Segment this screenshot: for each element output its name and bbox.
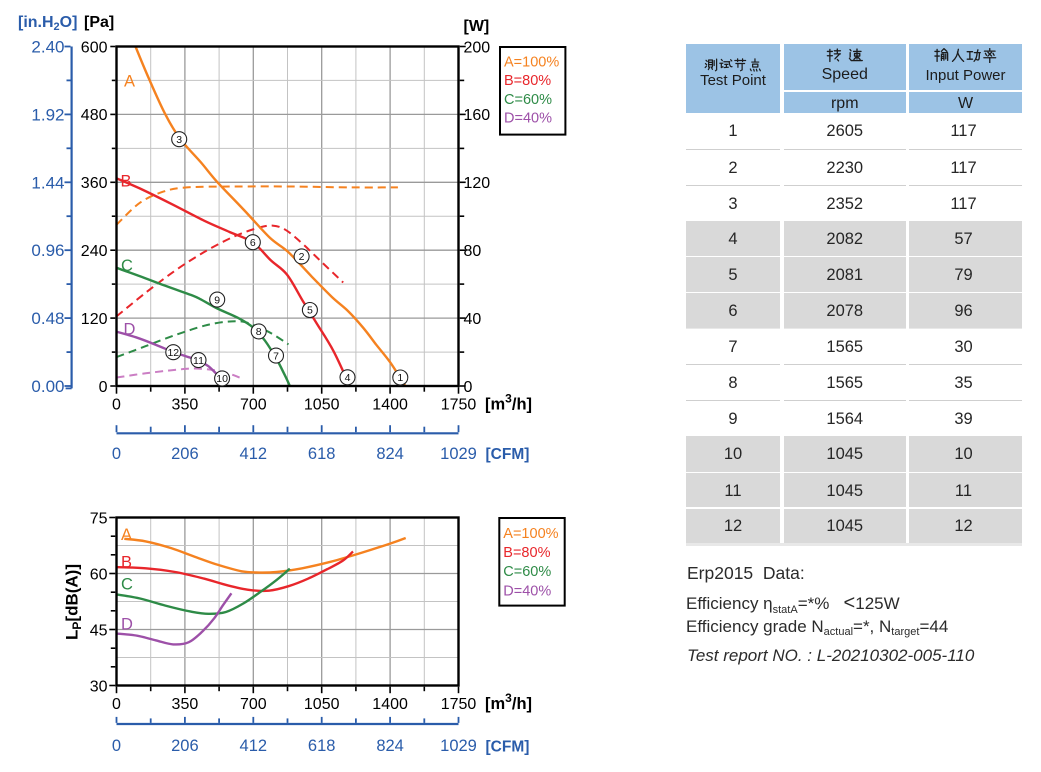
svg-text:0: 0 <box>464 379 473 396</box>
svg-text:60: 60 <box>90 566 108 583</box>
svg-text:1050: 1050 <box>304 396 340 413</box>
svg-text:350: 350 <box>172 396 199 413</box>
svg-text:1750: 1750 <box>441 396 477 413</box>
svg-text:360: 360 <box>81 175 108 192</box>
svg-text:C: C <box>121 257 133 275</box>
svg-text:[CFM]: [CFM] <box>486 739 530 756</box>
svg-text:D: D <box>121 616 133 634</box>
svg-text:240: 240 <box>81 243 108 260</box>
svg-text:40: 40 <box>464 311 482 328</box>
svg-text:6: 6 <box>250 237 256 249</box>
svg-text:0.96: 0.96 <box>31 241 64 260</box>
svg-text:A: A <box>124 73 135 91</box>
svg-text:700: 700 <box>240 696 267 713</box>
svg-text:5: 5 <box>307 305 313 317</box>
svg-text:2.40: 2.40 <box>31 38 64 57</box>
svg-text:1.44: 1.44 <box>31 173 64 192</box>
svg-text:9: 9 <box>214 294 220 306</box>
svg-text:1400: 1400 <box>372 396 408 413</box>
svg-text:[CFM]: [CFM] <box>486 446 530 463</box>
svg-text:A=100%: A=100% <box>504 55 559 71</box>
svg-text:[W]: [W] <box>464 18 490 35</box>
svg-text:2: 2 <box>299 251 305 263</box>
svg-text:[in.H2O]: [in.H2O] <box>18 14 77 33</box>
svg-text:C: C <box>121 576 133 594</box>
svg-text:A: A <box>121 526 132 544</box>
svg-text:1: 1 <box>397 372 403 384</box>
svg-text:B=80%: B=80% <box>504 73 551 89</box>
svg-text:120: 120 <box>464 175 491 192</box>
svg-text:480: 480 <box>81 107 108 124</box>
svg-text:824: 824 <box>376 445 404 463</box>
svg-text:30: 30 <box>90 678 108 695</box>
svg-text:1050: 1050 <box>304 696 340 713</box>
svg-text:120: 120 <box>81 311 108 328</box>
svg-text:11: 11 <box>193 355 204 367</box>
svg-text:1750: 1750 <box>441 696 477 713</box>
svg-text:8: 8 <box>256 326 262 338</box>
svg-text:B=80%: B=80% <box>503 545 550 561</box>
svg-text:75: 75 <box>90 510 108 527</box>
svg-text:0.48: 0.48 <box>31 309 64 328</box>
svg-text:200: 200 <box>464 39 491 56</box>
svg-text:B: B <box>121 554 132 572</box>
svg-text:10: 10 <box>216 373 228 385</box>
svg-text:824: 824 <box>376 737 404 755</box>
svg-text:0: 0 <box>112 696 121 713</box>
svg-text:C=60%: C=60% <box>504 92 552 108</box>
svg-text:412: 412 <box>240 737 268 755</box>
svg-text:4: 4 <box>345 372 351 384</box>
svg-text:618: 618 <box>308 445 336 463</box>
svg-text:0: 0 <box>112 737 121 755</box>
svg-text:80: 80 <box>464 243 482 260</box>
svg-text:3: 3 <box>176 134 182 146</box>
svg-text:160: 160 <box>464 107 491 124</box>
svg-text:618: 618 <box>308 737 336 755</box>
svg-text:700: 700 <box>240 396 267 413</box>
svg-text:[m3/h]: [m3/h] <box>485 392 532 414</box>
svg-text:B: B <box>121 173 132 191</box>
svg-text:A=100%: A=100% <box>503 526 558 542</box>
svg-text:D=40%: D=40% <box>504 111 552 127</box>
svg-text:1.92: 1.92 <box>31 105 64 124</box>
svg-text:12: 12 <box>167 347 179 359</box>
svg-text:7: 7 <box>273 350 279 362</box>
svg-text:206: 206 <box>171 737 199 755</box>
svg-text:600: 600 <box>81 39 108 56</box>
svg-text:[m3/h]: [m3/h] <box>485 691 532 713</box>
svg-text:1029: 1029 <box>440 737 477 755</box>
svg-text:0: 0 <box>99 379 108 396</box>
svg-text:350: 350 <box>172 696 199 713</box>
svg-text:45: 45 <box>90 622 108 639</box>
svg-text:0: 0 <box>112 396 121 413</box>
svg-text:D=40%: D=40% <box>503 584 551 600</box>
svg-text:[Pa]: [Pa] <box>84 14 114 31</box>
svg-text:412: 412 <box>240 445 268 463</box>
svg-text:0.00: 0.00 <box>31 377 64 396</box>
svg-text:206: 206 <box>171 445 199 463</box>
svg-text:LP[dB(A)]: LP[dB(A)] <box>63 564 85 640</box>
svg-text:1029: 1029 <box>440 445 477 463</box>
svg-text:0: 0 <box>112 445 121 463</box>
svg-text:C=60%: C=60% <box>503 564 551 580</box>
svg-text:1400: 1400 <box>372 696 408 713</box>
svg-text:D: D <box>124 321 136 339</box>
